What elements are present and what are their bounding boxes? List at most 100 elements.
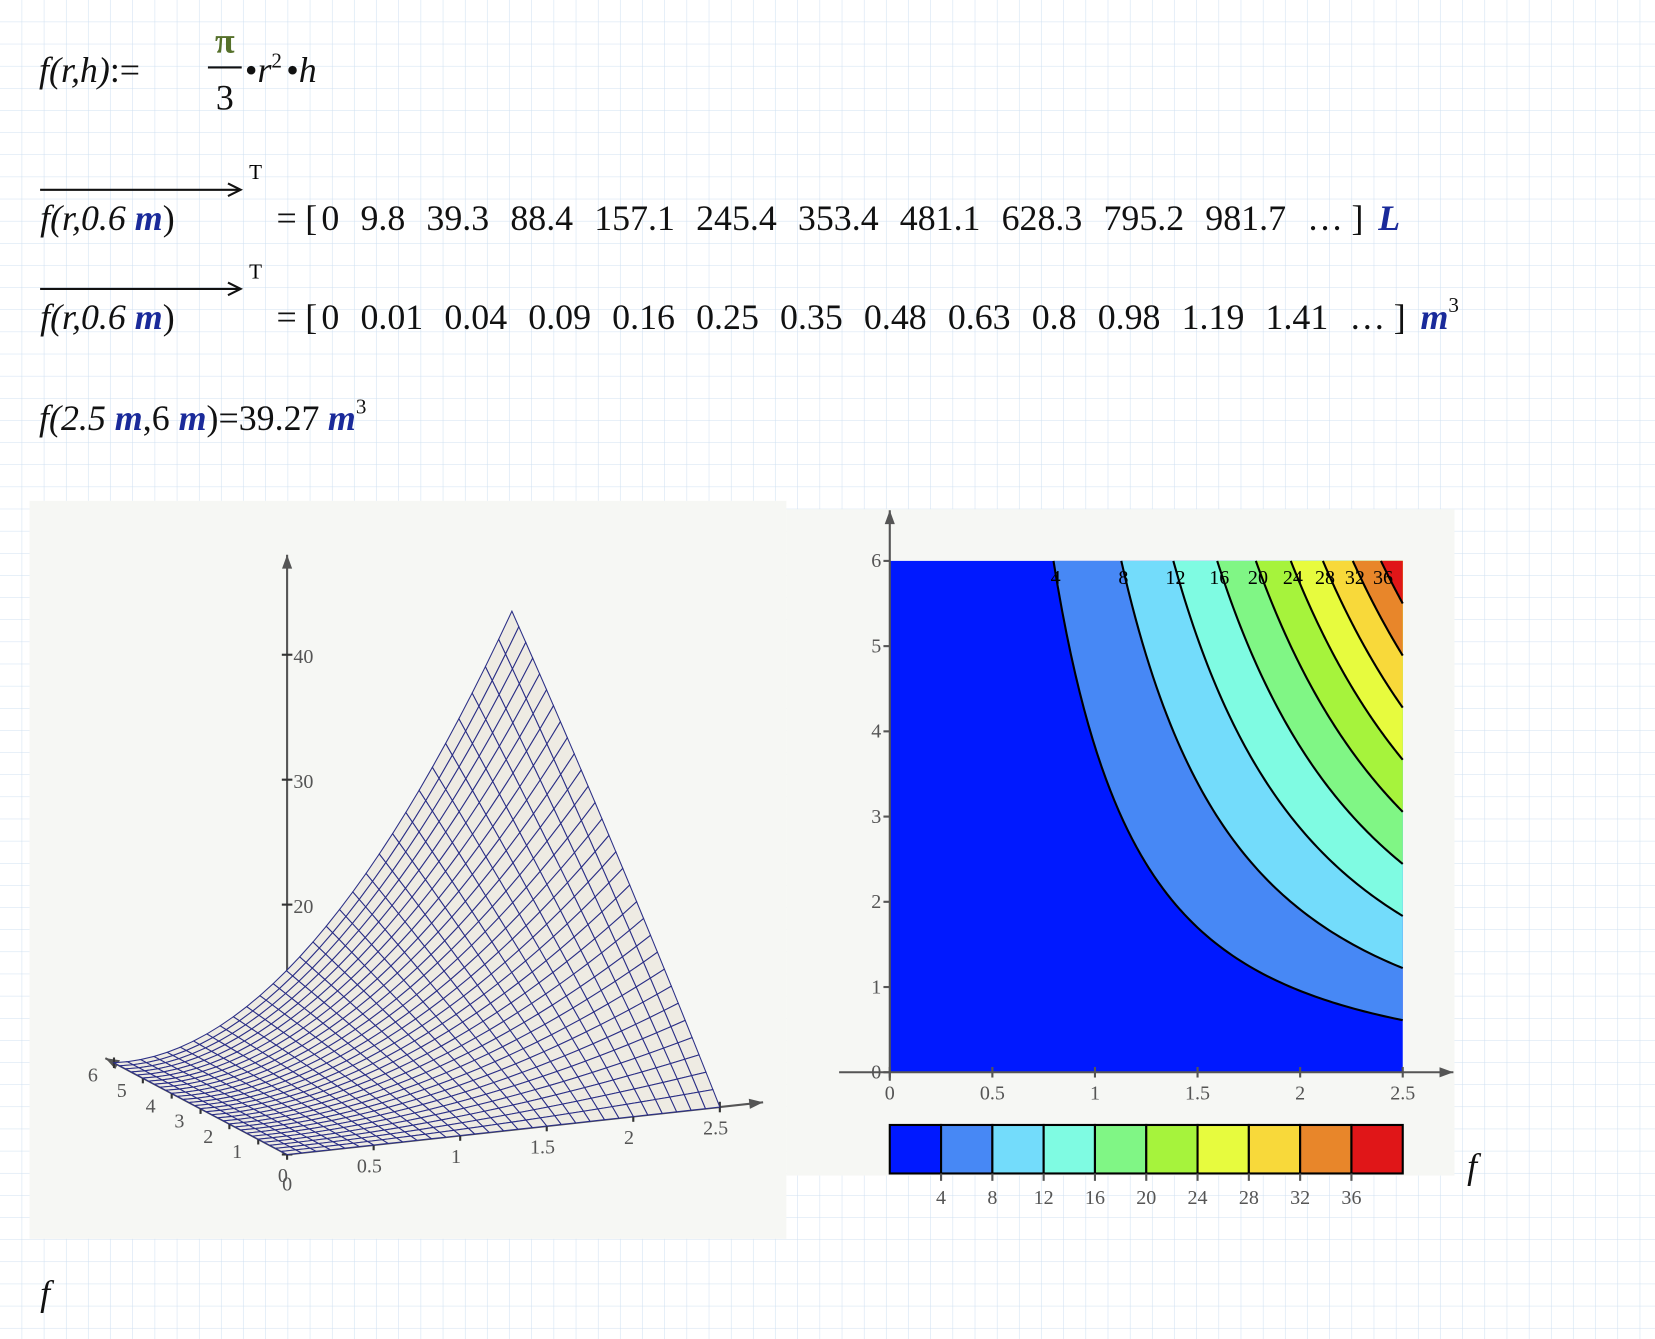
evaluation: f(2.5 m,6 m)=39.27 m3 — [39, 394, 366, 438]
math-token: 39.3 — [426, 198, 489, 238]
fraction-denominator: 3 — [216, 78, 234, 118]
math-token: 628.3 — [1002, 198, 1083, 238]
contour-label: 32 — [1345, 567, 1365, 589]
colorbar-tick-label: 24 — [1188, 1187, 1208, 1209]
math-token: 0.25 — [696, 297, 759, 337]
colorbar-cell — [1093, 1123, 1148, 1175]
math-token: 0.63 — [948, 297, 1011, 337]
math-token: 481.1 — [900, 198, 981, 238]
math-token: [ — [305, 297, 317, 337]
math-token: • — [245, 50, 258, 90]
contour-line — [1379, 560, 1404, 604]
colorbar-cell — [888, 1123, 943, 1175]
math-token: 1.41 — [1266, 297, 1329, 337]
math-token: 2 — [271, 48, 282, 72]
math-token: 157.1 — [594, 198, 675, 238]
math-token: 981.7 — [1205, 198, 1286, 238]
x-tick-label: 1 — [1090, 1083, 1100, 1105]
y-tick-label: 0 — [871, 1062, 881, 1084]
surface-mesh — [112, 609, 721, 1156]
math-token: 3 — [1448, 293, 1459, 317]
colorbar-cell — [940, 1123, 994, 1175]
colorbar-cell — [991, 1123, 1045, 1175]
colorbar-cell — [1196, 1123, 1250, 1175]
contour-line — [1052, 560, 1403, 1022]
x-tick-label: 1.5 — [1185, 1083, 1210, 1105]
y-tick-label: 2 — [203, 1126, 213, 1148]
colorbar-tick-label: 8 — [987, 1187, 997, 1209]
mesh-cell — [279, 1149, 304, 1156]
contour-label: 8 — [1118, 567, 1128, 589]
math-token: m — [179, 398, 207, 438]
y-tick-label: 5 — [117, 1080, 127, 1102]
math-token: h — [299, 50, 317, 90]
z-tick-label: 30 — [293, 771, 313, 793]
math-token: 9.8 — [360, 198, 405, 238]
math-token: ) — [163, 198, 175, 238]
x-tick-label: 1 — [451, 1146, 461, 1168]
colorbar-tick-label: 12 — [1034, 1187, 1054, 1209]
math-token: 795.2 — [1103, 198, 1184, 238]
math-token: 0.16 — [612, 297, 675, 337]
y-tick-label: 6 — [871, 550, 881, 572]
colorbar-tick-label: 36 — [1341, 1187, 1361, 1209]
x-axis-arrow — [748, 1098, 764, 1109]
math-token: 245.4 — [696, 198, 777, 238]
contour-label: 4 — [1051, 567, 1061, 589]
math-token: = — [277, 198, 297, 238]
math-token: ,6 — [143, 398, 179, 438]
math-token: = — [277, 297, 297, 337]
math-token: 353.4 — [798, 198, 879, 238]
vector-result: =[0 9.8 39.3 88.4 157.1 245.4 353.4 481.1 628.3 7… — [277, 198, 1401, 238]
math-token: m — [328, 398, 356, 438]
contour-line — [1172, 560, 1404, 917]
z-axis-arrow — [282, 554, 293, 569]
math-token: 0.98 — [1098, 297, 1161, 337]
math-token: m — [135, 198, 163, 238]
y-tick-label: 6 — [88, 1065, 98, 1087]
math-token: ) — [207, 398, 219, 438]
math-token: 88.4 — [510, 198, 573, 238]
contour-label: 12 — [1165, 567, 1185, 589]
colorbar-cell — [1247, 1123, 1302, 1175]
z-tick-label: 0 — [282, 1173, 292, 1195]
math-token: 0.01 — [360, 297, 423, 337]
contour-label: 28 — [1315, 567, 1335, 589]
contour-line — [1120, 560, 1404, 970]
math-token: f(r,0.6 — [40, 198, 135, 238]
definition-rhs: •r2 •h — [245, 48, 317, 90]
contour-line — [1321, 560, 1404, 709]
math-token: m — [135, 297, 163, 337]
contour-label: 36 — [1373, 567, 1393, 589]
y-tick-label: 3 — [174, 1111, 184, 1133]
y-tick-label: 4 — [871, 721, 881, 743]
math-token: m — [1420, 297, 1448, 337]
x-tick-label: 0 — [278, 1165, 288, 1187]
math-token: 0.09 — [528, 297, 591, 337]
math-token: = — [218, 398, 238, 438]
math-token: … — [1349, 297, 1385, 337]
transpose-mark: T — [249, 259, 262, 283]
math-token: ] — [1394, 297, 1406, 337]
colorbar-cell — [1042, 1123, 1097, 1175]
math-token: 1.19 — [1182, 297, 1245, 337]
math-token: 39.27 — [239, 398, 320, 438]
math-token: ) — [163, 297, 175, 337]
colorbar-tick-label: 16 — [1085, 1187, 1105, 1209]
y-tick-label: 4 — [146, 1095, 156, 1117]
math-token: f(2.5 — [39, 398, 115, 438]
vectorize-arrow — [227, 281, 244, 297]
math-token: 0 — [321, 198, 339, 238]
fraction-numerator: π — [215, 21, 235, 61]
y-tick-label: 3 — [871, 806, 881, 828]
math-token: … — [1307, 198, 1343, 238]
math-token: [ — [305, 198, 317, 238]
vectorize-arrow — [227, 182, 244, 198]
colorbar-cell — [1299, 1123, 1353, 1175]
math-token: L — [1377, 198, 1400, 238]
x-tick-label: 0 — [885, 1083, 895, 1105]
vector-expression: f(r,0.6 m) — [40, 198, 175, 238]
z-tick-label: 20 — [293, 896, 313, 918]
contour-line — [1254, 560, 1404, 813]
